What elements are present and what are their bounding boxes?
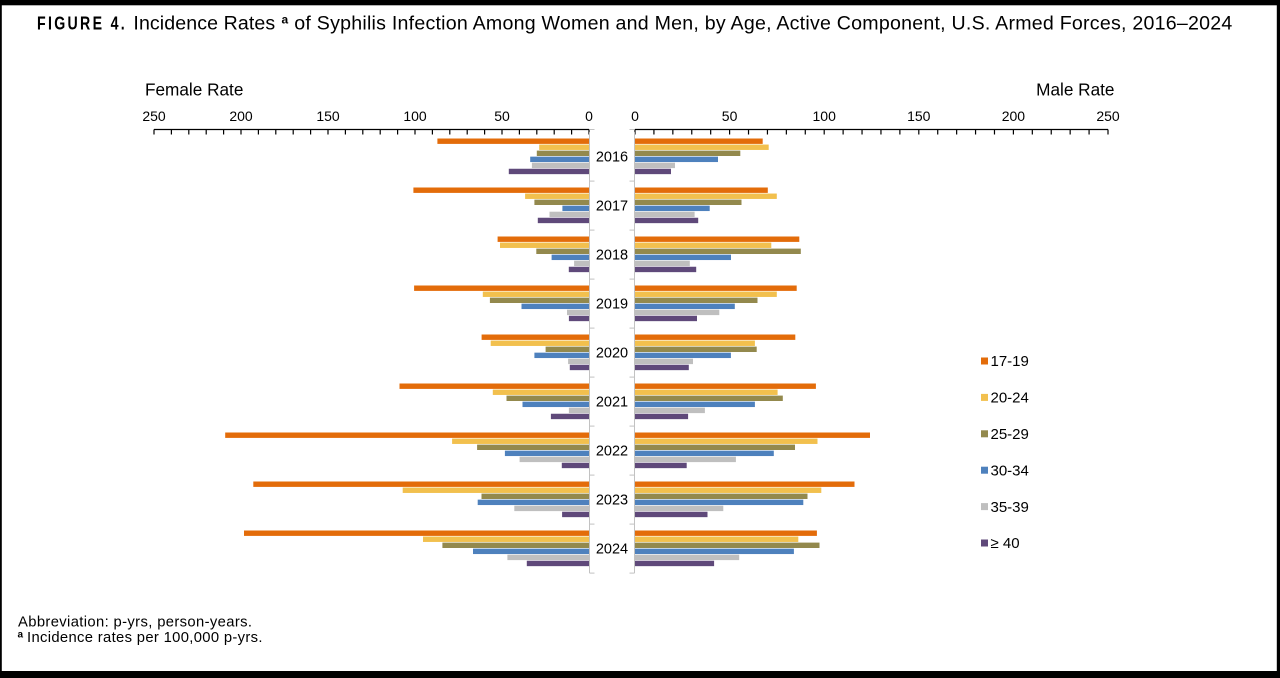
svg-text:Male Rate: Male Rate xyxy=(1036,80,1114,100)
svg-text:≥ 40: ≥ 40 xyxy=(991,535,1020,552)
svg-text:2024: 2024 xyxy=(596,542,628,558)
svg-text:2023: 2023 xyxy=(596,493,628,509)
svg-text:250: 250 xyxy=(142,108,166,124)
svg-text:a: a xyxy=(282,13,289,27)
svg-text:2018: 2018 xyxy=(596,248,628,264)
svg-text:50: 50 xyxy=(722,108,738,124)
svg-text:200: 200 xyxy=(1002,108,1026,124)
svg-text:20-24: 20-24 xyxy=(991,390,1029,407)
svg-text:2017: 2017 xyxy=(596,199,628,215)
svg-text:FIGURE 4.: FIGURE 4. xyxy=(37,13,127,34)
svg-text:200: 200 xyxy=(229,108,253,124)
svg-text:0: 0 xyxy=(631,108,639,124)
svg-text:2020: 2020 xyxy=(596,346,628,362)
svg-text:Incidence Rates: Incidence Rates xyxy=(133,13,275,35)
svg-text:100: 100 xyxy=(813,108,837,124)
svg-text:150: 150 xyxy=(907,108,931,124)
svg-text:of Syphilis Infection Among Wo: of Syphilis Infection Among Women and Me… xyxy=(294,13,1232,35)
svg-text:100: 100 xyxy=(403,108,427,124)
svg-text:Incidence rates per 100,000 p-: Incidence rates per 100,000 p-yrs. xyxy=(27,630,263,646)
svg-text:30-34: 30-34 xyxy=(991,462,1029,479)
svg-text:a: a xyxy=(18,630,24,641)
svg-text:35-39: 35-39 xyxy=(991,499,1029,516)
svg-text:25-29: 25-29 xyxy=(991,426,1029,443)
svg-text:150: 150 xyxy=(316,108,340,124)
svg-text:50: 50 xyxy=(494,108,510,124)
svg-text:2016: 2016 xyxy=(596,150,628,166)
svg-text:250: 250 xyxy=(1096,108,1120,124)
svg-text:2019: 2019 xyxy=(596,297,628,313)
svg-text:0: 0 xyxy=(585,108,593,124)
svg-text:2021: 2021 xyxy=(596,395,628,411)
svg-text:Abbreviation: p-yrs, person-ye: Abbreviation: p-yrs, person-years. xyxy=(18,614,252,630)
svg-text:17-19: 17-19 xyxy=(991,353,1029,370)
svg-text:2022: 2022 xyxy=(596,444,628,460)
svg-text:Female Rate: Female Rate xyxy=(145,80,243,100)
